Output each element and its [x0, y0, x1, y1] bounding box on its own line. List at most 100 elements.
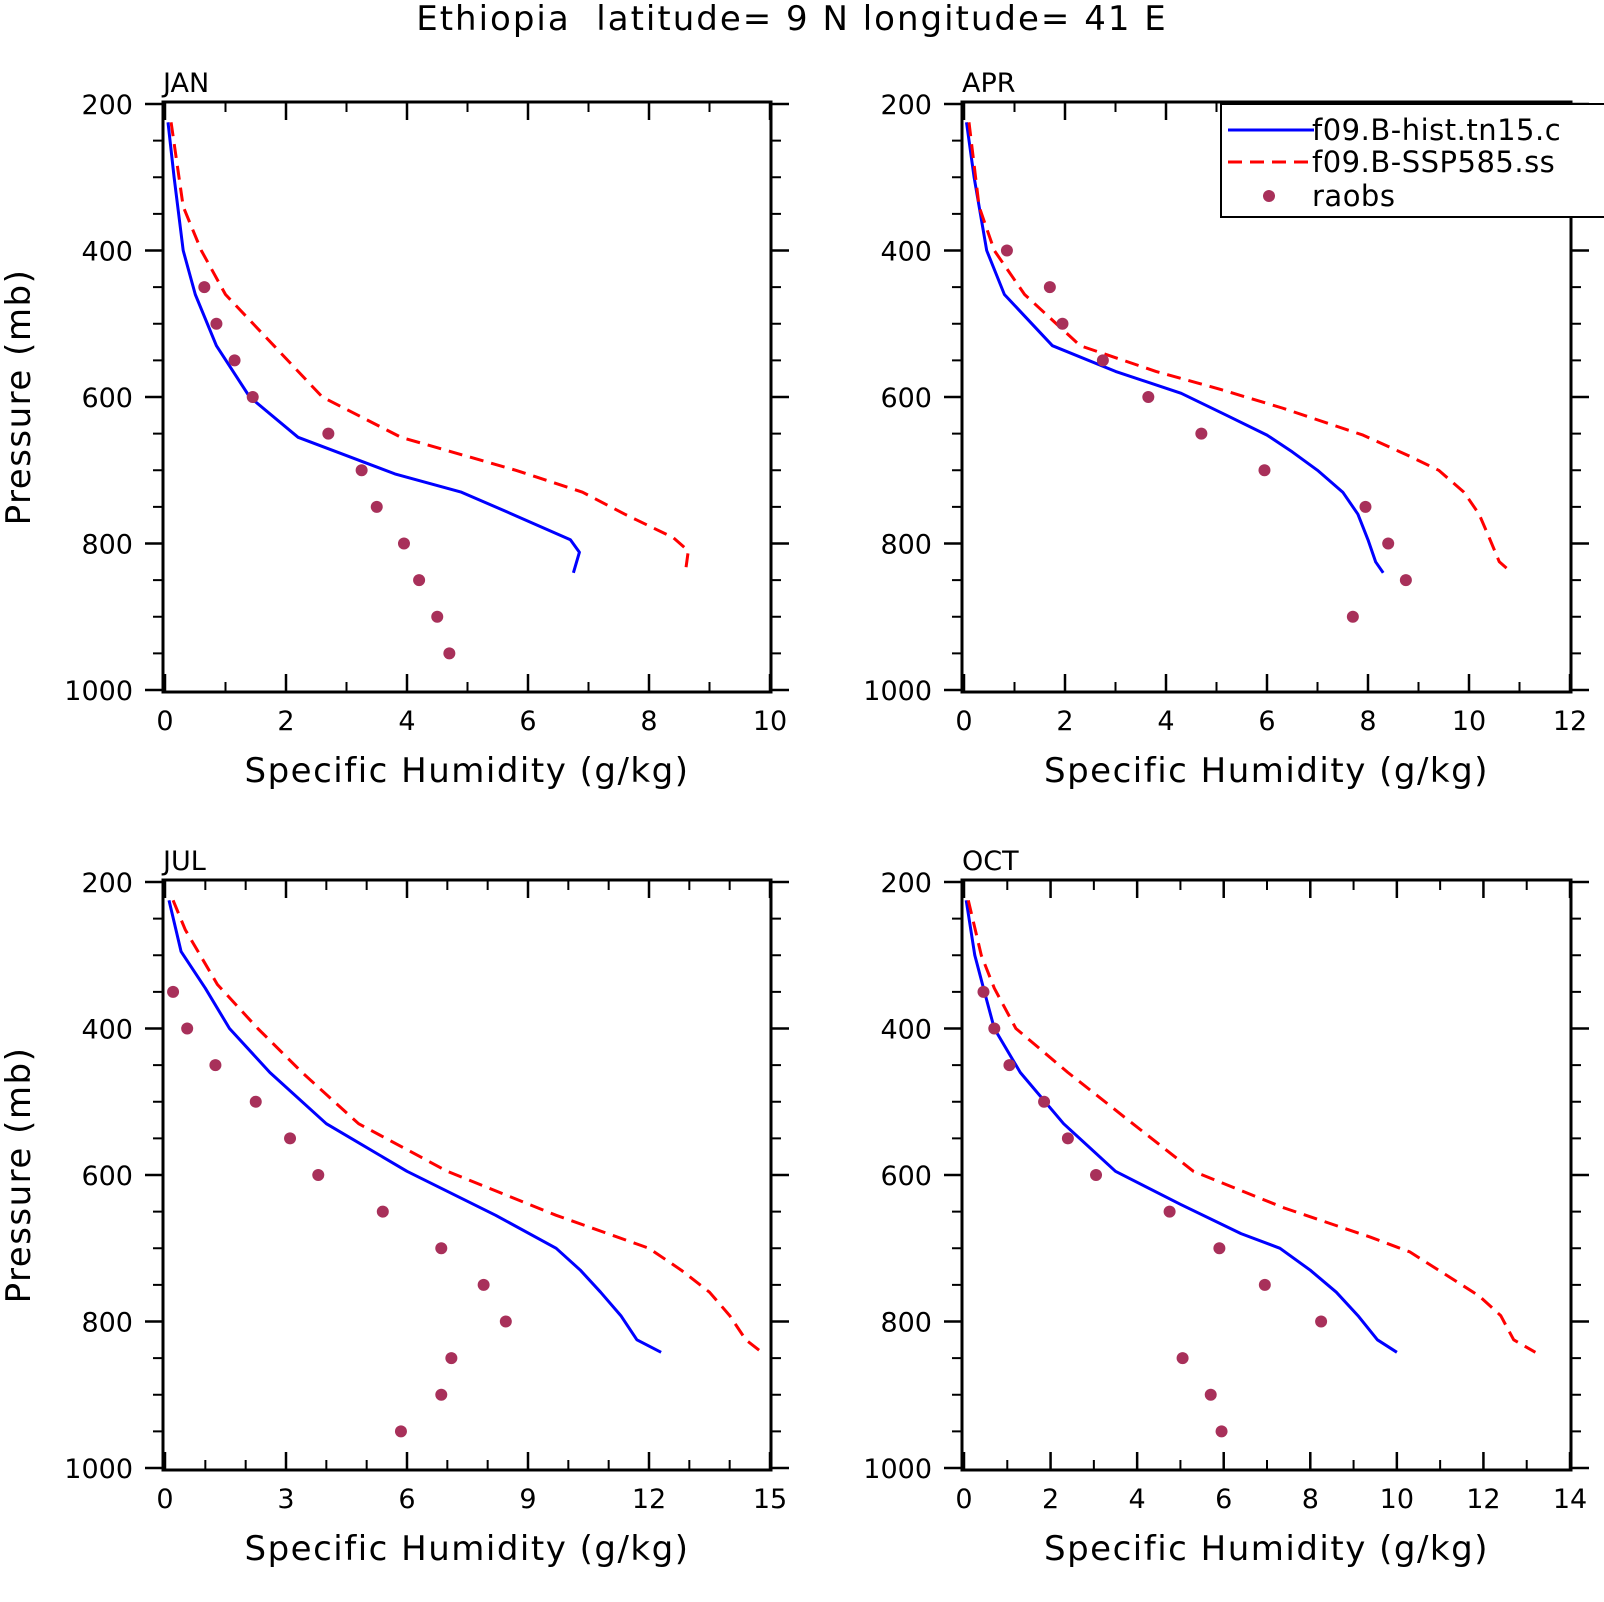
y-axis-label: Pressure (mb) [0, 1047, 39, 1304]
raobs-point [477, 1278, 490, 1291]
raobs-point [1096, 354, 1109, 367]
x-tick-label: 3 [277, 1484, 294, 1515]
raobs-point [181, 1022, 194, 1035]
raobs-point [443, 647, 456, 660]
plot-frame [161, 878, 773, 1472]
x-tick-label: 0 [955, 706, 972, 737]
x-tick-label: 10 [1452, 706, 1486, 737]
legend-label: f09.B-hist.tn15.c [1312, 113, 1561, 147]
x-tick-label: 6 [1258, 706, 1275, 737]
x-tick-label: 0 [156, 706, 173, 737]
y-tick-label: 600 [880, 383, 932, 414]
ssp585-line [169, 122, 690, 574]
raobs-point [355, 464, 368, 477]
y-tick-label: 800 [880, 1308, 932, 1339]
x-tick-label: 2 [1056, 706, 1073, 737]
raobs-point [322, 427, 335, 440]
y-tick-label: 400 [880, 1015, 932, 1046]
ssp585-line [966, 899, 1537, 1354]
x-tick-label: 12 [1466, 1484, 1500, 1515]
y-tick-label: 1000 [64, 1454, 133, 1485]
raobs-point [1359, 500, 1372, 513]
raobs-point [370, 500, 383, 513]
x-tick-label: 4 [1129, 1484, 1146, 1515]
y-tick-label: 600 [880, 1161, 932, 1192]
panel-label: JUL [161, 846, 206, 877]
hist-line [167, 899, 662, 1354]
y-tick-label: 600 [81, 1161, 133, 1192]
x-axis-label: Specific Humidity (g/kg) [245, 1529, 690, 1569]
panel-apr: APR 0 2 4 6 8 10 12 200 400 600 800 1000 Specific Hum… [863, 68, 1589, 791]
x-tick-label: 9 [519, 1484, 536, 1515]
raobs-point [376, 1205, 389, 1218]
y-tick-label: 200 [81, 868, 133, 899]
x-tick-label: 0 [955, 1484, 972, 1515]
raobs-point [1090, 1169, 1103, 1181]
x-tick-label: 12 [632, 1484, 666, 1515]
y-tick-label: 600 [81, 383, 133, 414]
panel-oct: OCT 0 2 4 6 8 10 12 14 200 400 600 800 1000 Specific H… [863, 846, 1589, 1569]
y-tick-label: 800 [880, 530, 932, 561]
raobs-point [1315, 1315, 1328, 1328]
raobs-point [988, 1022, 1001, 1035]
raobs-point [167, 985, 180, 998]
raobs-point [249, 1095, 262, 1108]
raobs-point [435, 1388, 448, 1401]
panel-label: JAN [161, 68, 209, 99]
x-tick-label: 14 [1553, 1484, 1587, 1515]
panel-label: OCT [962, 846, 1019, 877]
x-tick-label: 8 [640, 706, 657, 737]
series-group [166, 122, 690, 660]
y-tick-label: 800 [81, 530, 133, 561]
figure-title: Ethiopia latitude= 9 N longitude= 41 E [416, 0, 1168, 39]
raobs-point [1399, 574, 1412, 587]
y-tick-label: 200 [81, 90, 133, 121]
x-axis-label: Specific Humidity (g/kg) [1044, 751, 1489, 791]
raobs-point [1043, 281, 1056, 294]
raobs-point [246, 391, 259, 403]
hist-line [965, 122, 1385, 574]
y-tick-label: 400 [81, 1015, 133, 1046]
raobs-point [1142, 391, 1155, 403]
y-axis-label: Pressure (mb) [0, 269, 39, 526]
panel-jan: JAN 0 2 4 6 8 10 200 400 600 800 1000 Specific Humid… [0, 68, 789, 791]
raobs-point [1003, 1059, 1016, 1072]
raobs-point [431, 610, 444, 623]
raobs-point [1204, 1388, 1217, 1401]
x-tick-label: 10 [1380, 1484, 1414, 1515]
raobs-point [1258, 1278, 1271, 1291]
legend-marker [1263, 190, 1275, 202]
raobs-point [1038, 1095, 1051, 1108]
x-tick-label: 0 [156, 1484, 173, 1515]
raobs-point [397, 537, 410, 550]
raobs-point [1258, 464, 1271, 477]
legend-label: f09.B-SSP585.ss [1312, 145, 1555, 179]
x-tick-label: 6 [519, 706, 536, 737]
hist-line [964, 900, 1398, 1354]
raobs-point [1176, 1352, 1189, 1365]
x-tick-label: 4 [398, 706, 415, 737]
raobs-point [198, 281, 211, 294]
legend-label: raobs [1312, 179, 1395, 213]
raobs-point [210, 317, 223, 330]
hist-line [166, 122, 581, 574]
raobs-point [209, 1059, 222, 1072]
x-tick-label: 4 [1157, 706, 1174, 737]
ssp585-line [171, 899, 763, 1354]
raobs-point [394, 1425, 407, 1438]
raobs-point [977, 985, 990, 998]
y-tick-label: 800 [81, 1308, 133, 1339]
raobs-point [413, 574, 426, 587]
y-tick-label: 400 [880, 237, 932, 268]
x-axis-label: Specific Humidity (g/kg) [1044, 1529, 1489, 1569]
series-group [167, 899, 763, 1438]
panel-jul: JUL 0 3 6 9 12 15 200 400 600 800 1000 Specific Humi… [0, 846, 789, 1569]
raobs-point [435, 1242, 448, 1255]
raobs-point [284, 1132, 297, 1145]
raobs-point [1346, 610, 1359, 623]
y-tick-label: 1000 [863, 676, 932, 707]
raobs-point [228, 354, 241, 367]
raobs-point [499, 1315, 512, 1328]
